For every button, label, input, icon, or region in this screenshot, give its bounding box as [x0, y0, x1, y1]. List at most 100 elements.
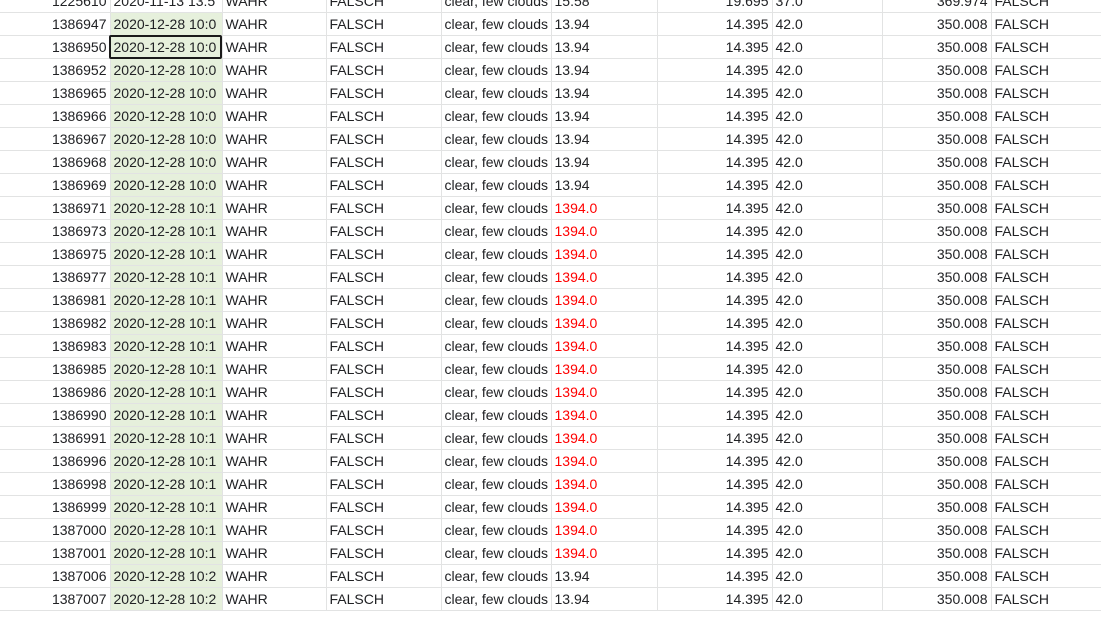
cell-bool-1[interactable]: WAHR [222, 242, 327, 266]
cell-description[interactable]: clear, few clouds [441, 472, 552, 496]
cell-wind[interactable]: 350.008 [882, 242, 992, 266]
cell-id[interactable]: 1386999 [0, 495, 111, 519]
cell-feels-like[interactable]: 14.395 [657, 449, 773, 473]
cell-humidity[interactable]: 42.0 [772, 12, 883, 36]
cell-temperature[interactable]: 13.94 [551, 564, 658, 588]
cell-description[interactable]: clear, few clouds [441, 403, 552, 427]
cell-humidity[interactable]: 42.0 [772, 380, 883, 404]
cell-bool-1[interactable]: WAHR [222, 449, 327, 473]
cell-bool-2[interactable]: FALSCH [326, 0, 442, 13]
cell-humidity[interactable]: 42.0 [772, 564, 883, 588]
cell-humidity[interactable]: 42.0 [772, 426, 883, 450]
cell-bool-3[interactable]: FALSCH [991, 472, 1101, 496]
cell-wind[interactable]: 350.008 [882, 311, 992, 335]
cell-bool-3[interactable]: FALSCH [991, 12, 1101, 36]
cell-temperature[interactable]: 1394.0 [551, 265, 658, 289]
cell-bool-2[interactable]: FALSCH [326, 58, 442, 82]
cell-bool-1[interactable]: WAHR [222, 196, 327, 220]
cell-description[interactable]: clear, few clouds [441, 288, 552, 312]
cell-date[interactable]: 2020-12-28 10:0 [110, 127, 223, 151]
cell-bool-2[interactable]: FALSCH [326, 334, 442, 358]
cell-humidity[interactable]: 42.0 [772, 311, 883, 335]
cell-id[interactable]: 1386996 [0, 449, 111, 473]
cell-feels-like[interactable]: 14.395 [657, 564, 773, 588]
cell-date[interactable]: 2020-12-28 10:0 [110, 58, 223, 82]
cell-bool-2[interactable]: FALSCH [326, 380, 442, 404]
cell-bool-3[interactable]: FALSCH [991, 587, 1101, 611]
cell-humidity[interactable]: 37.0 [772, 0, 883, 13]
cell-description[interactable]: clear, few clouds [441, 35, 552, 59]
cell-bool-3[interactable]: FALSCH [991, 127, 1101, 151]
cell-id[interactable]: 1387000 [0, 518, 111, 542]
cell-bool-1[interactable]: WAHR [222, 495, 327, 519]
cell-humidity[interactable]: 42.0 [772, 357, 883, 381]
cell-date[interactable]: 2020-12-28 10:1 [110, 265, 223, 289]
cell-humidity[interactable]: 42.0 [772, 104, 883, 128]
cell-date[interactable]: 2020-12-28 10:1 [110, 518, 223, 542]
cell-bool-2[interactable]: FALSCH [326, 173, 442, 197]
cell-wind[interactable]: 350.008 [882, 127, 992, 151]
cell-bool-2[interactable]: FALSCH [326, 541, 442, 565]
cell-temperature[interactable]: 1394.0 [551, 449, 658, 473]
cell-feels-like[interactable]: 14.395 [657, 58, 773, 82]
cell-bool-2[interactable]: FALSCH [326, 35, 442, 59]
cell-date[interactable]: 2020-12-28 10:0 [110, 173, 223, 197]
cell-humidity[interactable]: 42.0 [772, 242, 883, 266]
cell-date[interactable]: 2020-12-28 10:0 [110, 81, 223, 105]
cell-humidity[interactable]: 42.0 [772, 518, 883, 542]
cell-temperature[interactable]: 13.94 [551, 150, 658, 174]
cell-bool-3[interactable]: FALSCH [991, 334, 1101, 358]
cell-bool-3[interactable]: FALSCH [991, 380, 1101, 404]
cell-bool-1[interactable]: WAHR [222, 311, 327, 335]
cell-bool-3[interactable]: FALSCH [991, 242, 1101, 266]
cell-feels-like[interactable]: 14.395 [657, 219, 773, 243]
cell-wind[interactable]: 350.008 [882, 403, 992, 427]
cell-bool-1[interactable]: WAHR [222, 518, 327, 542]
cell-feels-like[interactable]: 14.395 [657, 518, 773, 542]
cell-wind[interactable]: 350.008 [882, 426, 992, 450]
cell-bool-3[interactable]: FALSCH [991, 288, 1101, 312]
cell-bool-3[interactable]: FALSCH [991, 426, 1101, 450]
cell-bool-2[interactable]: FALSCH [326, 81, 442, 105]
cell-id[interactable]: 1386971 [0, 196, 111, 220]
cell-wind[interactable]: 350.008 [882, 81, 992, 105]
cell-temperature[interactable]: 13.94 [551, 81, 658, 105]
cell-feels-like[interactable]: 14.395 [657, 35, 773, 59]
cell-temperature[interactable]: 13.94 [551, 173, 658, 197]
cell-humidity[interactable]: 42.0 [772, 173, 883, 197]
cell-date[interactable]: 2020-12-28 10:1 [110, 472, 223, 496]
cell-wind[interactable]: 350.008 [882, 150, 992, 174]
cell-description[interactable]: clear, few clouds [441, 311, 552, 335]
cell-id[interactable]: 1386998 [0, 472, 111, 496]
cell-id[interactable]: 1386973 [0, 219, 111, 243]
cell-wind[interactable]: 350.008 [882, 173, 992, 197]
cell-bool-1[interactable]: WAHR [222, 541, 327, 565]
cell-id[interactable]: 1386967 [0, 127, 111, 151]
cell-id[interactable]: 1386981 [0, 288, 111, 312]
cell-temperature[interactable]: 1394.0 [551, 311, 658, 335]
cell-date[interactable]: 2020-12-28 10:1 [110, 219, 223, 243]
cell-bool-1[interactable]: WAHR [222, 472, 327, 496]
cell-bool-2[interactable]: FALSCH [326, 403, 442, 427]
cell-temperature[interactable]: 13.94 [551, 127, 658, 151]
cell-feels-like[interactable]: 19.695 [657, 0, 773, 13]
cell-date[interactable]: 2020-12-28 10:1 [110, 311, 223, 335]
cell-id[interactable]: 1386968 [0, 150, 111, 174]
cell-humidity[interactable]: 42.0 [772, 81, 883, 105]
cell-id[interactable]: 1387007 [0, 587, 111, 611]
cell-id[interactable]: 1386986 [0, 380, 111, 404]
cell-date[interactable]: 2020-12-28 10:1 [110, 541, 223, 565]
cell-temperature[interactable]: 15.58 [551, 0, 658, 13]
cell-temperature[interactable]: 1394.0 [551, 242, 658, 266]
cell-bool-2[interactable]: FALSCH [326, 518, 442, 542]
cell-bool-1[interactable]: WAHR [222, 357, 327, 381]
cell-feels-like[interactable]: 14.395 [657, 127, 773, 151]
cell-description[interactable]: clear, few clouds [441, 564, 552, 588]
cell-bool-3[interactable]: FALSCH [991, 58, 1101, 82]
cell-wind[interactable]: 350.008 [882, 265, 992, 289]
cell-feels-like[interactable]: 14.395 [657, 587, 773, 611]
cell-feels-like[interactable]: 14.395 [657, 426, 773, 450]
cell-bool-1[interactable]: WAHR [222, 265, 327, 289]
cell-humidity[interactable]: 42.0 [772, 35, 883, 59]
